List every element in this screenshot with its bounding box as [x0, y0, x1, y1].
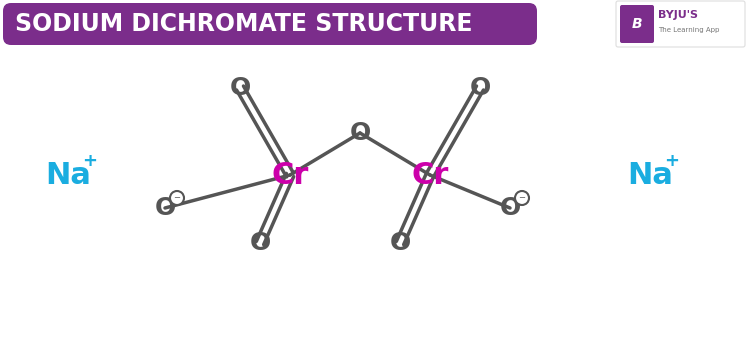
Text: Cr: Cr: [411, 161, 448, 189]
Text: −: −: [518, 193, 526, 202]
Text: Cr: Cr: [272, 161, 309, 189]
Text: O: O: [470, 76, 490, 100]
Text: O: O: [230, 76, 251, 100]
FancyBboxPatch shape: [616, 1, 745, 47]
Text: O: O: [500, 196, 520, 220]
Text: The Learning App: The Learning App: [658, 27, 719, 33]
Circle shape: [515, 191, 529, 205]
Text: Na: Na: [45, 161, 91, 189]
FancyBboxPatch shape: [3, 3, 537, 45]
Circle shape: [170, 191, 184, 205]
Text: O: O: [350, 121, 370, 145]
Text: O: O: [249, 231, 271, 255]
Text: −: −: [173, 193, 181, 202]
FancyBboxPatch shape: [620, 5, 654, 43]
Text: B: B: [632, 17, 642, 31]
Text: SODIUM DICHROMATE STRUCTURE: SODIUM DICHROMATE STRUCTURE: [15, 12, 472, 36]
Text: BYJU'S: BYJU'S: [658, 10, 698, 20]
Text: O: O: [154, 196, 176, 220]
Text: O: O: [389, 231, 411, 255]
Text: +: +: [82, 152, 98, 170]
Text: Na: Na: [627, 161, 673, 189]
Text: +: +: [664, 152, 680, 170]
